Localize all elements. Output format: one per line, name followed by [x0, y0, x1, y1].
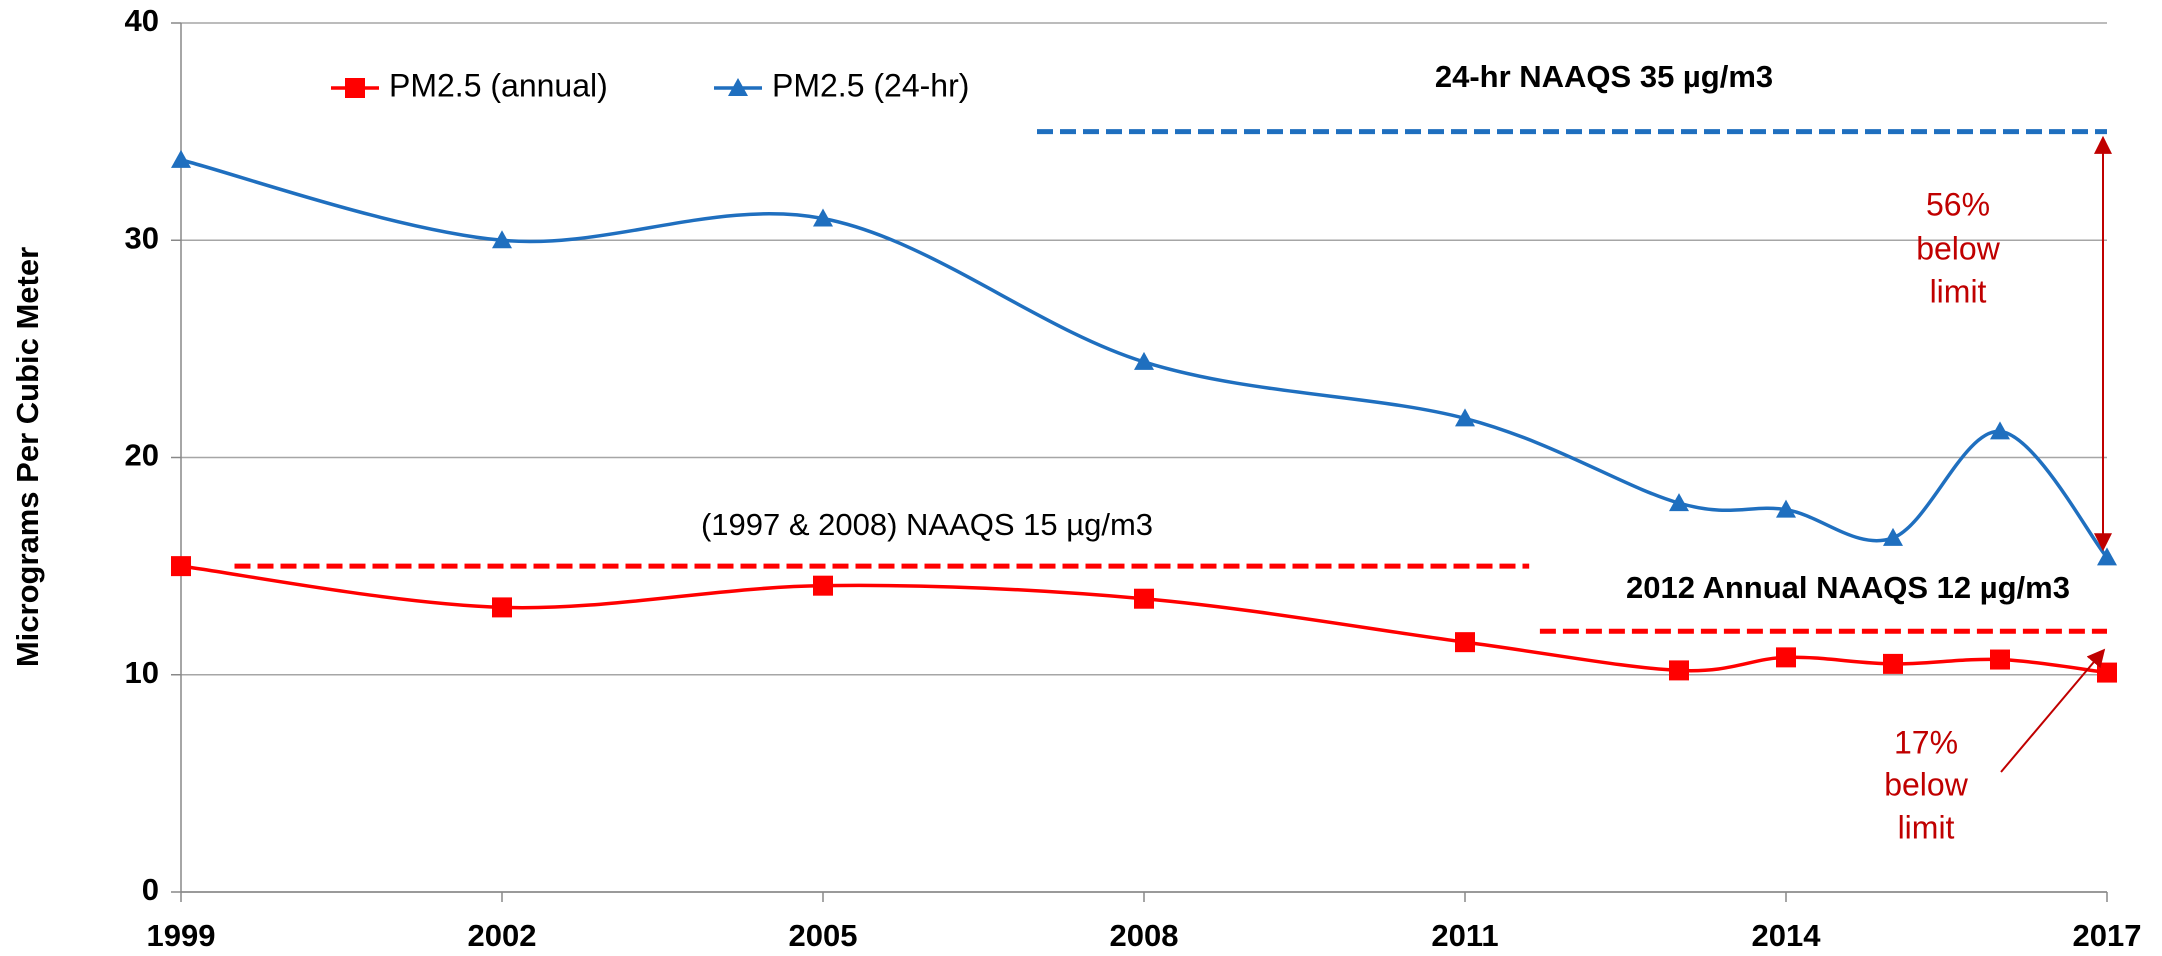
- marker: [1455, 632, 1475, 653]
- y-tick-label: 30: [125, 220, 159, 255]
- annotation: below: [1884, 766, 1969, 802]
- reference-label: (1997 & 2008) NAAQS 15 µg/m3: [701, 507, 1153, 542]
- x-tick-label: 2017: [2073, 918, 2142, 953]
- marker: [1883, 653, 1903, 674]
- annotation: 56%: [1926, 186, 1990, 222]
- marker: [171, 149, 191, 168]
- annotation: limit: [1898, 809, 1955, 845]
- legend-label: PM2.5 (annual): [389, 67, 608, 103]
- marker: [492, 230, 512, 249]
- legend-marker: [728, 78, 748, 96]
- y-tick-label: 20: [125, 438, 159, 473]
- y-axis-label: Micrograms Per Cubic Meter: [10, 247, 45, 667]
- marker: [1883, 527, 1903, 546]
- marker: [2097, 547, 2117, 566]
- marker: [1134, 588, 1154, 609]
- marker: [1776, 499, 1796, 518]
- x-tick-label: 2002: [468, 918, 537, 953]
- marker: [2097, 662, 2117, 683]
- x-tick-label: 1999: [147, 918, 216, 953]
- reference-label: 2012 Annual NAAQS 12 µg/m3: [1626, 570, 2070, 605]
- series-line: [180, 158, 2109, 559]
- marker: [1776, 647, 1796, 668]
- reference-label: 24-hr NAAQS 35 µg/m3: [1435, 59, 1773, 94]
- marker: [171, 556, 191, 577]
- annotation: below: [1916, 230, 2001, 266]
- x-tick-label: 2005: [789, 918, 858, 953]
- annotation-arrow: [2000, 648, 2106, 773]
- annotation: 17%: [1894, 724, 1958, 760]
- marker: [1990, 421, 2010, 440]
- marker: [492, 597, 512, 618]
- marker: [1669, 660, 1689, 681]
- y-tick-label: 0: [142, 872, 159, 907]
- marker: [813, 575, 833, 596]
- marker: [1669, 493, 1689, 512]
- marker: [1455, 408, 1475, 427]
- x-tick-label: 2008: [1110, 918, 1179, 953]
- y-tick-label: 10: [125, 655, 159, 690]
- marker: [813, 208, 833, 227]
- annotation: limit: [1930, 273, 1987, 309]
- legend-marker: [345, 78, 365, 98]
- legend-label: PM2.5 (24-hr): [772, 67, 969, 103]
- x-tick-label: 2014: [1752, 918, 1822, 953]
- marker: [1134, 351, 1154, 370]
- marker: [1990, 649, 2010, 670]
- x-tick-label: 2011: [1431, 918, 1498, 953]
- y-tick-label: 40: [125, 3, 159, 38]
